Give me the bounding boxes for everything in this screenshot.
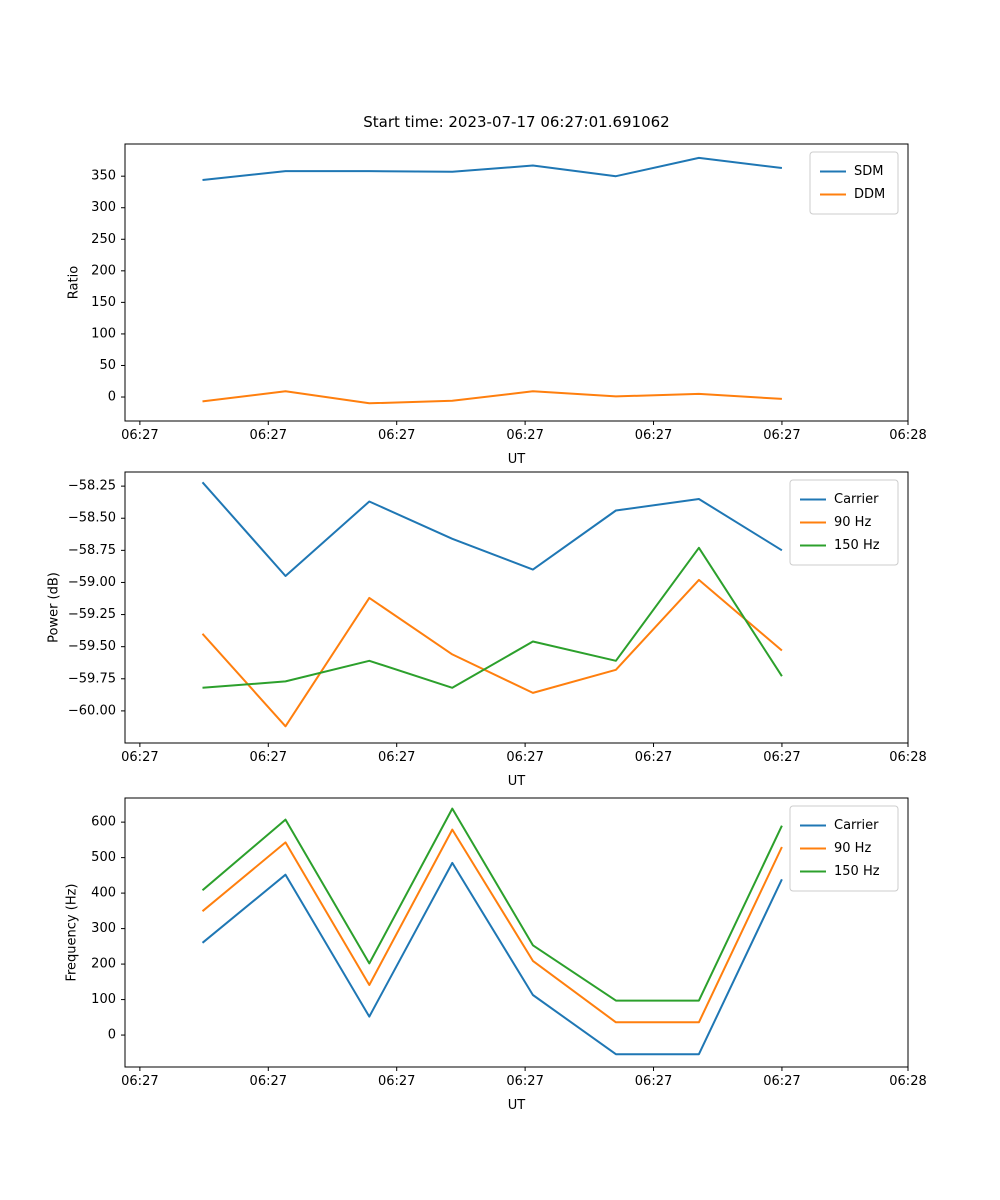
y-tick-label: 150 <box>91 295 116 310</box>
y-tick-label: 0 <box>108 1028 116 1043</box>
y-tick-label: −58.75 <box>68 543 116 558</box>
y-axis-label: Ratio <box>67 266 82 299</box>
y-tick-label: −59.50 <box>68 639 116 654</box>
y-tick-label: 100 <box>91 326 116 341</box>
x-tick-label: 06:27 <box>763 1074 800 1089</box>
y-tick-label: −59.75 <box>68 671 116 686</box>
x-tick-label: 06:27 <box>250 750 287 765</box>
legend-label-150-hz: 150 Hz <box>834 864 880 879</box>
x-tick-label: 06:27 <box>378 428 415 443</box>
y-axis-label: Frequency (Hz) <box>65 883 80 981</box>
x-tick-label: 06:27 <box>763 750 800 765</box>
x-tick-label: 06:27 <box>121 750 158 765</box>
y-tick-label: 0 <box>108 390 116 405</box>
legend-label-carrier: Carrier <box>834 818 879 833</box>
series-line-ddm <box>202 390 782 405</box>
y-tick-label: 300 <box>91 200 116 215</box>
x-tick-label: 06:28 <box>889 428 926 443</box>
x-tick-label: 06:27 <box>635 1074 672 1089</box>
figure-title: Start time: 2023-07-17 06:27:01.691062 <box>363 113 670 131</box>
plot-frame <box>124 143 909 422</box>
x-tick-label: 06:27 <box>506 1074 543 1089</box>
y-tick-label: −59.00 <box>68 575 116 590</box>
x-axis-label: UT <box>508 1098 526 1113</box>
y-tick-label: −60.00 <box>68 703 116 718</box>
plot-frame <box>124 797 909 1068</box>
legend-label-sdm: SDM <box>854 164 883 179</box>
series-line-sdm <box>202 156 783 181</box>
y-tick-label: −58.50 <box>68 511 116 526</box>
x-tick-label: 06:27 <box>250 1074 287 1089</box>
x-axis-label: UT <box>508 774 526 789</box>
series-line-150-hz <box>202 546 783 689</box>
series-line-150-hz <box>201 807 783 1002</box>
plot-frame <box>124 471 909 744</box>
x-tick-label: 06:27 <box>121 1074 158 1089</box>
series-line-90-hz <box>201 828 783 1024</box>
y-tick-label: 600 <box>91 815 116 830</box>
legend-box <box>809 151 899 215</box>
x-tick-label: 06:27 <box>378 1074 415 1089</box>
subplot-power: 06:27 06:27 06:27 06:27 06:27 06:27 06:28 −60.0… <box>47 471 927 789</box>
legend-label-90-hz: 90 Hz <box>834 841 871 856</box>
y-tick-label: 250 <box>91 232 116 247</box>
y-tick-label: 200 <box>91 957 116 972</box>
x-tick-label: 06:27 <box>763 428 800 443</box>
y-tick-label: 350 <box>91 169 116 184</box>
x-tick-label: 06:27 <box>250 428 287 443</box>
x-tick-label: 06:27 <box>506 750 543 765</box>
y-tick-label: −59.25 <box>68 607 116 622</box>
x-tick-label: 06:27 <box>378 750 415 765</box>
x-tick-label: 06:27 <box>635 428 672 443</box>
x-axis-label: UT <box>508 452 526 467</box>
legend-label-ddm: DDM <box>854 187 885 202</box>
y-tick-label: 50 <box>99 358 116 373</box>
series-line-90-hz <box>201 578 783 728</box>
y-tick-label: 500 <box>91 850 116 865</box>
y-tick-label: −58.25 <box>68 479 116 494</box>
legend-label-150-hz: 150 Hz <box>834 538 880 553</box>
legend-label-carrier: Carrier <box>834 492 879 507</box>
x-tick-label: 06:27 <box>121 428 158 443</box>
subplot-frequency: 06:27 06:27 06:27 06:27 06:27 06:27 06:28 0 100 2… <box>65 797 927 1113</box>
x-tick-label: 06:27 <box>506 428 543 443</box>
legend-box <box>789 479 899 566</box>
legend-label-90-hz: 90 Hz <box>834 515 871 530</box>
series-line-carrier <box>201 861 783 1056</box>
x-tick-label: 06:28 <box>889 1074 926 1089</box>
x-tick-label: 06:28 <box>889 750 926 765</box>
series-line-carrier <box>201 481 783 577</box>
y-axis-label: Power (dB) <box>47 572 62 643</box>
legend-box <box>789 805 899 892</box>
y-tick-label: 100 <box>91 992 116 1007</box>
x-tick-label: 06:27 <box>635 750 672 765</box>
y-tick-label: 200 <box>91 263 116 278</box>
y-tick-label: 400 <box>91 886 116 901</box>
subplot-ratio: 06:27 06:27 06:27 06:27 06:27 06:27 06:28 0 50 10… <box>67 143 927 467</box>
y-tick-label: 300 <box>91 921 116 936</box>
